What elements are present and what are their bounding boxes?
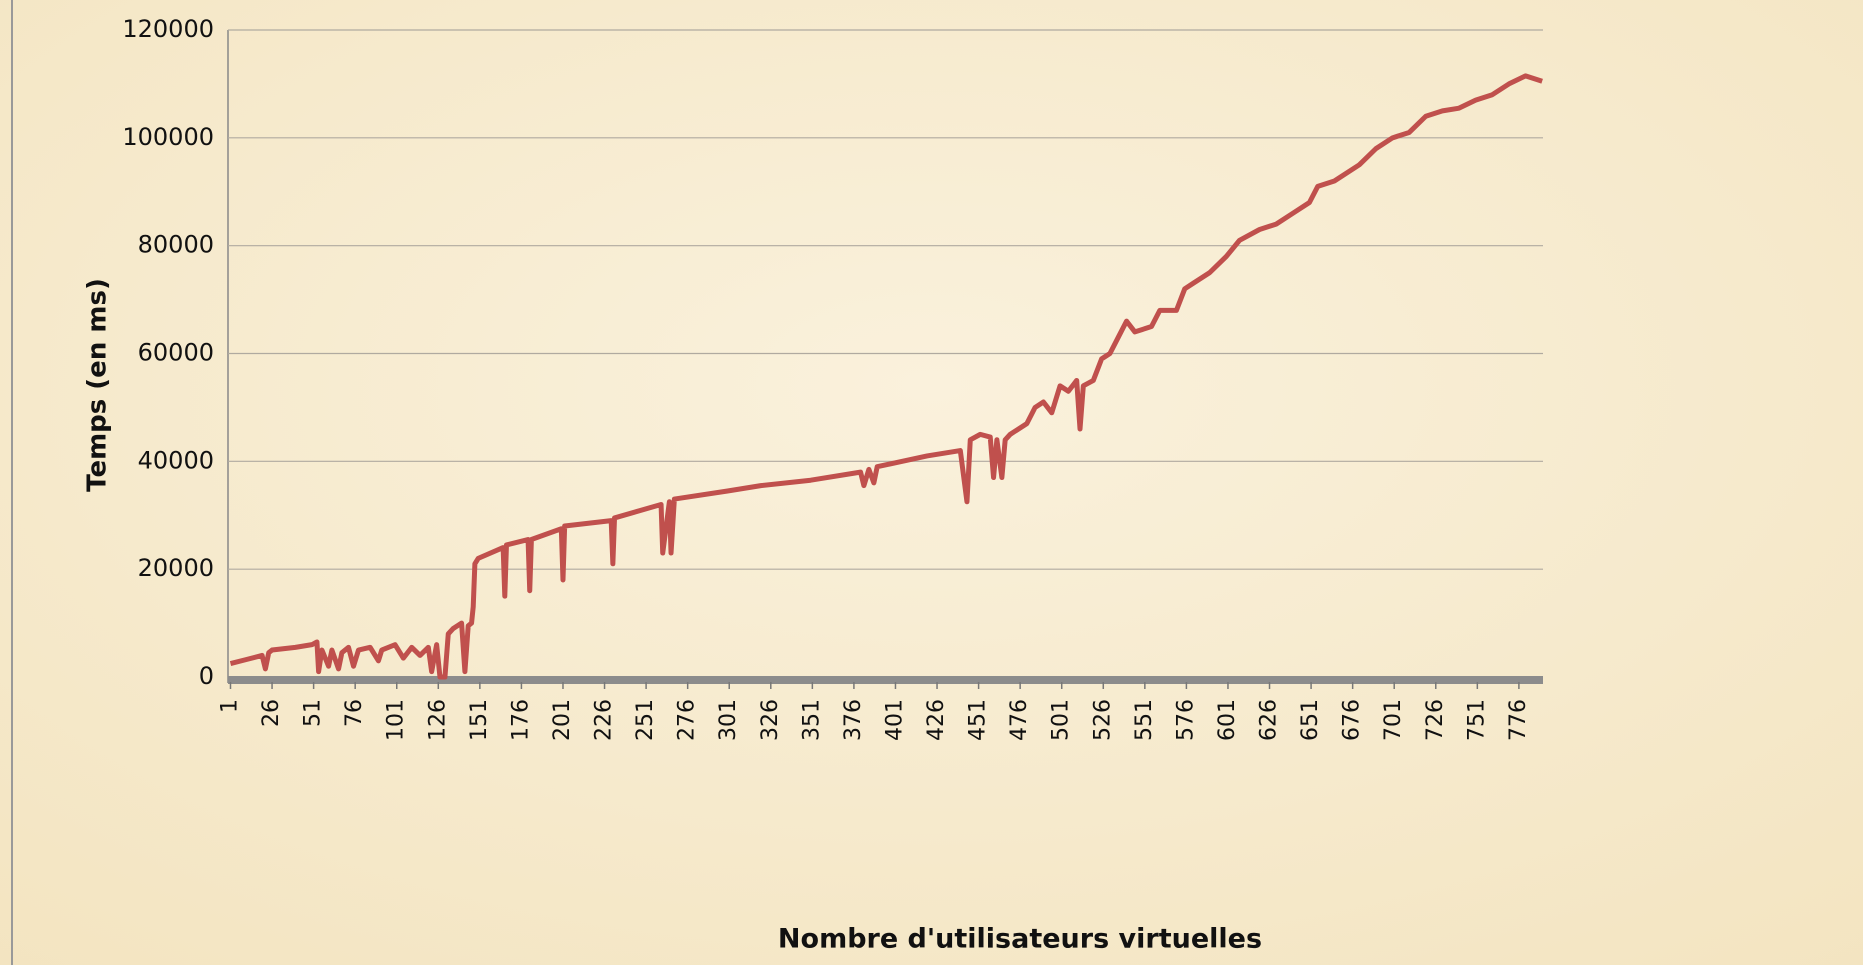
x-tick-label: 251 [633,699,658,741]
x-tick-label: 576 [1173,699,1198,741]
y-tick-label: 80000 [138,231,214,259]
x-tick-label: 201 [550,699,575,741]
x-tick-label: 726 [1423,699,1448,741]
x-tick-label: 351 [799,699,824,741]
x-tick-label: 326 [758,699,783,741]
y-tick-label: 60000 [138,339,214,367]
y-tick-label: 0 [199,662,214,690]
x-tick-label: 501 [1049,699,1074,741]
y-tick-label: 40000 [138,446,214,474]
y-tick-label: 20000 [138,554,214,582]
x-tick-label: 526 [1090,699,1115,741]
x-tick-label: 376 [841,699,866,741]
x-tick-label: 401 [882,699,907,741]
x-tick-label: 226 [592,699,617,741]
x-tick-label: 276 [675,699,700,741]
x-tick-label: 26 [259,699,284,727]
x-tick-label: 301 [716,699,741,741]
x-tick-label: 101 [384,699,409,741]
data-line [229,73,1543,680]
x-tick-label: 76 [342,699,367,727]
x-tick-label: 51 [301,699,326,727]
x-tick-label: 151 [467,699,492,741]
x-tick-label: 651 [1298,699,1323,741]
x-tick-label: 601 [1215,699,1240,741]
x-tick-label: 751 [1464,699,1489,741]
x-axis-label: Nombre d'utilisateurs virtuelles [778,924,1262,955]
x-tick-label: 176 [508,699,533,741]
x-tick-label: 1 [217,699,242,713]
y-tick-label: 120000 [122,15,214,43]
x-tick-label: 626 [1257,699,1282,741]
x-tick-label: 476 [1007,699,1032,741]
x-tick-label: 776 [1506,699,1531,741]
x-tick-label: 551 [1132,699,1157,741]
x-tick-label: 126 [425,699,450,741]
y-tick-label: 100000 [122,123,214,151]
x-tick-label: 676 [1340,699,1365,741]
x-tick-label: 451 [966,699,991,741]
y-axis-label: Temps (en ms) [83,278,113,492]
x-tick-label: 426 [924,699,949,741]
x-tick-label: 701 [1381,699,1406,741]
x-axis-band [228,676,1543,684]
